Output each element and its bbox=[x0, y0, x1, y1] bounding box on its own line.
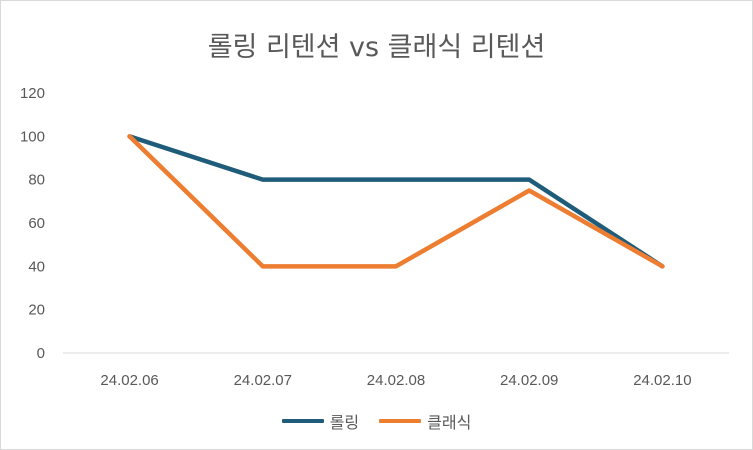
legend-item: 클래식 bbox=[379, 409, 471, 433]
legend-swatch bbox=[379, 419, 422, 423]
legend-item: 롤링 bbox=[281, 409, 360, 433]
legend-label: 롤링 bbox=[329, 413, 360, 432]
chart-title: 롤링 리텐션 vs 클래식 리텐션 bbox=[207, 32, 546, 63]
legend-swatch bbox=[281, 419, 324, 423]
y-tick-label: 100 bbox=[20, 128, 45, 145]
legend: 롤링 클래식 bbox=[1, 409, 752, 433]
series-line bbox=[127, 134, 665, 269]
y-tick-label: 0 bbox=[37, 345, 45, 362]
legend-label: 클래식 bbox=[427, 413, 472, 432]
y-tick-label: 80 bbox=[28, 172, 45, 189]
x-tick-label: 24.02.10 bbox=[633, 372, 691, 389]
y-tick-label: 120 bbox=[20, 85, 45, 102]
x-tick-label: 24.02.07 bbox=[234, 372, 292, 389]
x-tick-label: 24.02.06 bbox=[100, 372, 158, 389]
y-tick-label: 60 bbox=[28, 215, 45, 232]
x-tick-label: 24.02.09 bbox=[500, 372, 558, 389]
y-tick-label: 20 bbox=[28, 302, 45, 319]
series-line bbox=[127, 134, 665, 269]
y-tick-label: 40 bbox=[28, 258, 45, 275]
x-tick-label: 24.02.08 bbox=[367, 372, 425, 389]
